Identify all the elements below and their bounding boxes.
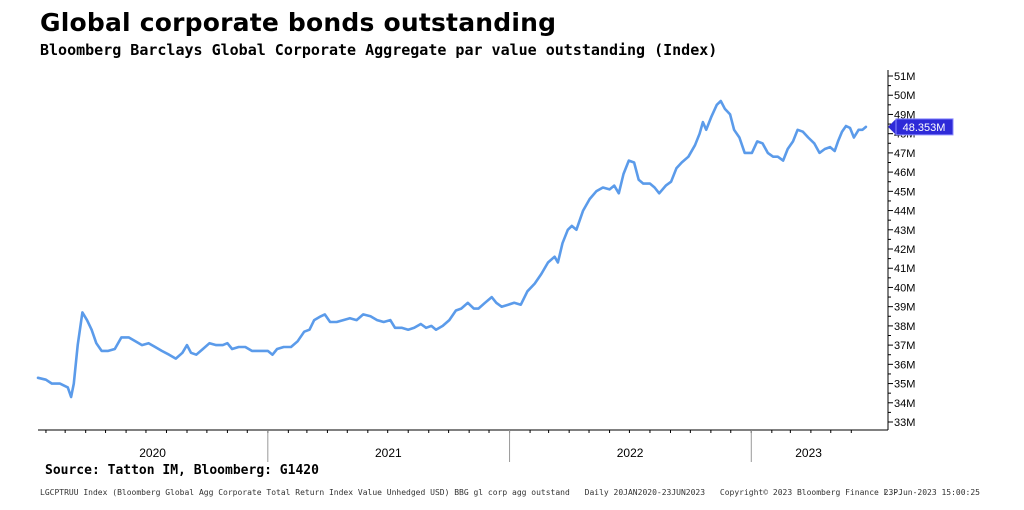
x-tick-label: 2023 <box>795 446 822 460</box>
y-tick-label: 50M <box>894 90 915 102</box>
y-tick-label: 46M <box>894 167 915 179</box>
y-tick-label: 45M <box>894 186 915 198</box>
y-tick-label: 43M <box>894 225 915 237</box>
y-tick-label: 35M <box>894 379 915 391</box>
y-tick-label: 51M <box>894 71 915 83</box>
last-value-pointer <box>888 118 896 135</box>
y-tick-label: 33M <box>894 417 915 429</box>
chart-subtitle: Bloomberg Barclays Global Corporate Aggr… <box>40 41 718 59</box>
chart-title: Global corporate bonds outstanding <box>40 8 557 37</box>
y-tick-label: 47M <box>894 148 915 160</box>
y-tick-label: 41M <box>894 263 915 275</box>
last-value-badge <box>895 118 954 136</box>
y-tick-label: 40M <box>894 282 915 294</box>
footer-copyright: Copyright© 2023 Bloomberg Finance L.P. <box>719 488 903 497</box>
source-note: Source: Tatton IM, Bloomberg: G1420 <box>45 463 319 478</box>
x-tick-label: 2021 <box>375 446 402 460</box>
footer-ticker: LGCPTRUU Index (Bloomberg Global Agg Cor… <box>40 488 570 497</box>
x-tick-label: 2022 <box>617 446 644 460</box>
y-tick-label: 38M <box>894 321 915 333</box>
x-tick-label: 2020 <box>139 446 166 460</box>
footer-timestamp: 23-Jun-2023 15:00:25 <box>883 488 980 497</box>
last-value-label: 48.353M <box>903 122 946 134</box>
y-tick-label: 36M <box>894 359 915 371</box>
y-tick-label: 37M <box>894 340 915 352</box>
series-line <box>36 99 868 399</box>
footer-range: Daily 20JAN2020-23JUN2023 <box>584 488 706 497</box>
y-tick-label: 39M <box>894 302 915 314</box>
y-tick-label: 44M <box>894 206 915 218</box>
bloomberg-footer: LGCPTRUU Index (Bloomberg Global Agg Cor… <box>40 488 980 497</box>
y-tick-label: 42M <box>894 244 915 256</box>
line-chart: 33M 34M 35M 36M 37M 38M 39M 40M 41M 42M 43M 44M 45M 4… <box>36 70 954 462</box>
y-tick-label: 34M <box>894 398 915 410</box>
